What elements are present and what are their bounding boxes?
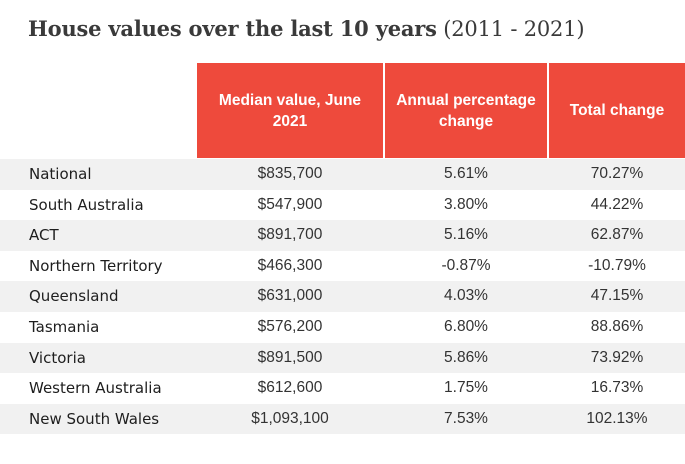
median-value-cell: $891,700 xyxy=(257,226,323,244)
total-change-cell: 62.87% xyxy=(590,226,644,244)
table-row: Queensland $631,000 4.03% 47.15% xyxy=(0,281,685,312)
column-header-annual-change: Annual percentage change xyxy=(385,63,547,158)
region-cell: Queensland xyxy=(29,287,119,306)
total-change-cell: 88.86% xyxy=(590,317,644,335)
region-cell: ACT xyxy=(29,226,59,245)
total-change-cell: 73.92% xyxy=(590,348,644,366)
median-value-cell: $612,600 xyxy=(257,379,323,397)
total-change-cell: 16.73% xyxy=(590,379,644,397)
region-cell: Western Australia xyxy=(29,379,162,398)
annual-change-cell: 5.61% xyxy=(444,165,488,182)
table-row: Western Australia $612,600 1.75% 16.73% xyxy=(0,373,685,404)
table-row: Victoria $891,500 5.86% 73.92% xyxy=(0,342,685,374)
region-cell: South Australia xyxy=(29,195,144,214)
annual-change-cell: 4.03% xyxy=(444,287,488,305)
median-value-cell: $576,200 xyxy=(257,317,323,335)
table-row: National $835,700 5.61% 70.27% xyxy=(0,159,685,190)
table-subtitle: (2011 - 2021) xyxy=(443,17,585,41)
median-value-cell: $891,500 xyxy=(257,348,323,366)
total-change-cell: -10.79% xyxy=(588,256,646,274)
median-value-cell: $1,093,100 xyxy=(251,409,329,427)
region-cell: Victoria xyxy=(29,348,86,367)
region-cell: Tasmania xyxy=(29,317,100,336)
table-row: South Australia $547,900 3.80% 44.22% xyxy=(0,190,685,221)
table-row: ACT $891,700 5.16% 62.87% xyxy=(0,220,685,251)
column-header-total-change: Total change xyxy=(549,63,685,158)
region-cell: National xyxy=(29,165,92,183)
table-row: New South Wales $1,093,100 7.53% 102.13% xyxy=(0,403,685,435)
total-change-cell: 70.27% xyxy=(590,165,644,182)
table-body: National $835,700 5.61% 70.27% South Austral… xyxy=(0,159,685,435)
table-row: Northern Territory $466,300 -0.87% -10.79% xyxy=(0,251,685,282)
annual-change-cell: -0.87% xyxy=(441,256,491,274)
page-title: House values over the last 10 years (201… xyxy=(28,16,585,41)
region-cell: New South Wales xyxy=(29,409,160,428)
median-value-cell: $466,300 xyxy=(257,256,323,274)
median-value-cell: $835,700 xyxy=(257,165,323,182)
annual-change-cell: 5.86% xyxy=(444,348,488,366)
total-change-cell: 47.15% xyxy=(590,287,644,305)
annual-change-cell: 5.16% xyxy=(444,226,488,244)
median-value-cell: $631,000 xyxy=(257,287,323,305)
column-header-median-value: Median value, June 2021 xyxy=(197,63,383,158)
annual-change-cell: 7.53% xyxy=(444,409,488,427)
annual-change-cell: 3.80% xyxy=(444,195,488,213)
total-change-cell: 44.22% xyxy=(590,195,644,213)
table-title: House values over the last 10 years xyxy=(28,16,437,41)
annual-change-cell: 1.75% xyxy=(444,379,488,397)
region-cell: Northern Territory xyxy=(29,256,163,275)
total-change-cell: 102.13% xyxy=(586,409,648,427)
median-value-cell: $547,900 xyxy=(257,195,323,213)
table-row: Tasmania $576,200 6.80% 88.86% xyxy=(0,312,685,343)
annual-change-cell: 6.80% xyxy=(444,317,488,335)
